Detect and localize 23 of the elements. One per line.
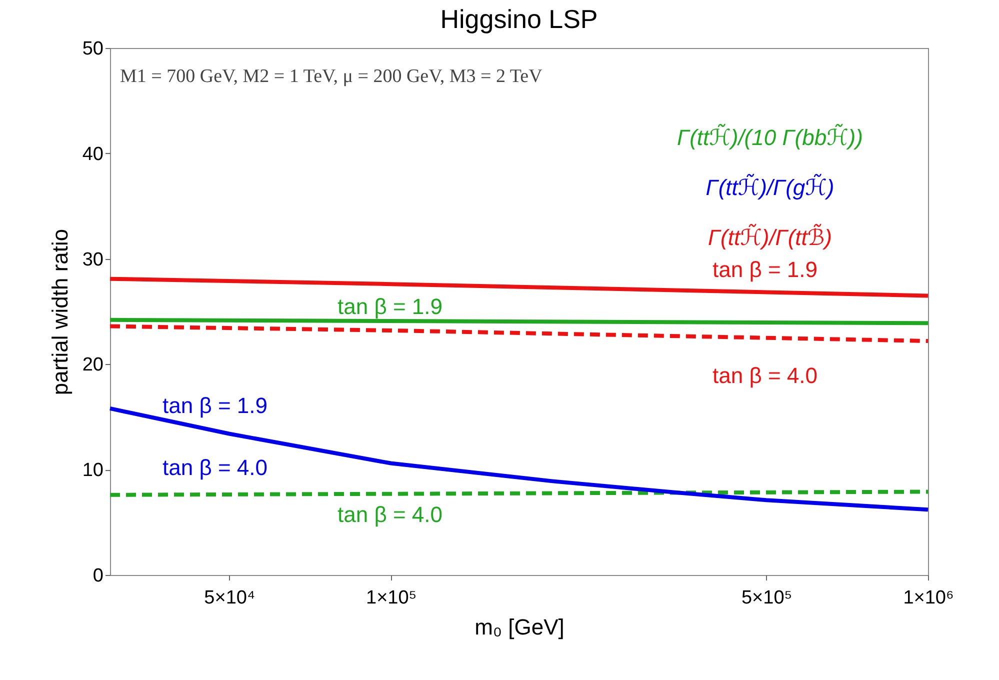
annotation: M1 = 700 GeV, M2 = 1 TeV, μ = 200 GeV, M3 = 2 TeV (120, 66, 543, 87)
series-label: tan β = 4.0 (337, 502, 443, 527)
x-tick-label: 5×10⁴ (204, 588, 256, 608)
annotation: Γ(ttℋ̃)/Γ(ttℬ̃) (708, 222, 832, 250)
series-label: tan β = 1.9 (162, 393, 268, 418)
y-tick-label: 50 (82, 38, 104, 60)
x-axis-title: m₀ [GeV] (474, 614, 564, 640)
y-tick-label: 0 (92, 566, 104, 586)
y-tick-label: 40 (82, 144, 104, 165)
series-label: tan β = 1.9 (337, 294, 443, 319)
y-tick-label: 10 (82, 460, 104, 482)
y-axis-title: partial width ratio (47, 228, 72, 396)
annotation: Γ(ttℋ̃)/(10 Γ(bbℋ̃)) (677, 122, 863, 150)
series-label: tan β = 1.9 (712, 257, 818, 282)
x-tick-label: 5×10⁵ (741, 588, 792, 608)
y-tick-label: 20 (82, 354, 104, 376)
chart-title: Higgsino LSP (440, 4, 598, 34)
legend-label: tan β = 4.0 (162, 455, 268, 480)
y-tick-label: 30 (82, 249, 104, 270)
annotation: Γ(ttℋ̃)/Γ(gℋ̃) (706, 172, 834, 200)
series-label: tan β = 4.0 (712, 363, 818, 388)
x-tick-label: 1×10⁵ (366, 588, 417, 608)
x-tick-label: 1×10⁶ (903, 588, 954, 608)
